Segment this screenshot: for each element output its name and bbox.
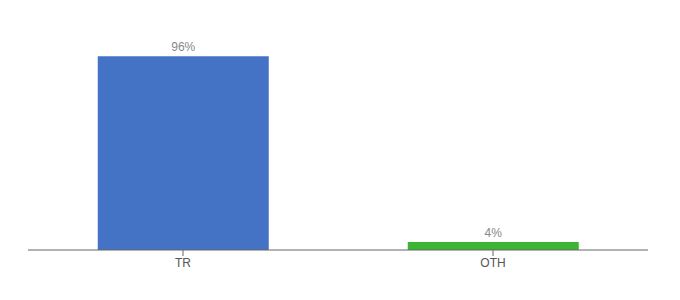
svg-text:96%: 96% [171,40,195,54]
svg-text:4%: 4% [485,226,503,240]
svg-text:TR: TR [175,256,191,270]
svg-text:OTH: OTH [480,256,505,270]
